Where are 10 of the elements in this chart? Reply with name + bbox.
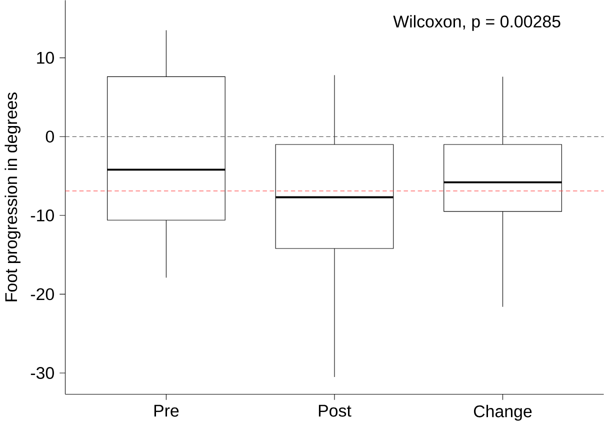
y-tick-label: -10 — [30, 209, 54, 222]
x-tick-label: Post — [318, 404, 352, 417]
y-tick-label: -30 — [30, 366, 54, 379]
x-tick-label: Change — [474, 404, 532, 420]
y-tick-label: 0 — [46, 130, 54, 142]
annotation: Wilcoxon, p = 0.00285 — [393, 14, 560, 31]
y-tick-label: -20 — [30, 288, 54, 300]
y-axis-title: Foot progression in degrees — [4, 92, 20, 302]
y-tick-label: 10 — [37, 52, 54, 64]
x-tick-label: Pre — [154, 404, 179, 417]
